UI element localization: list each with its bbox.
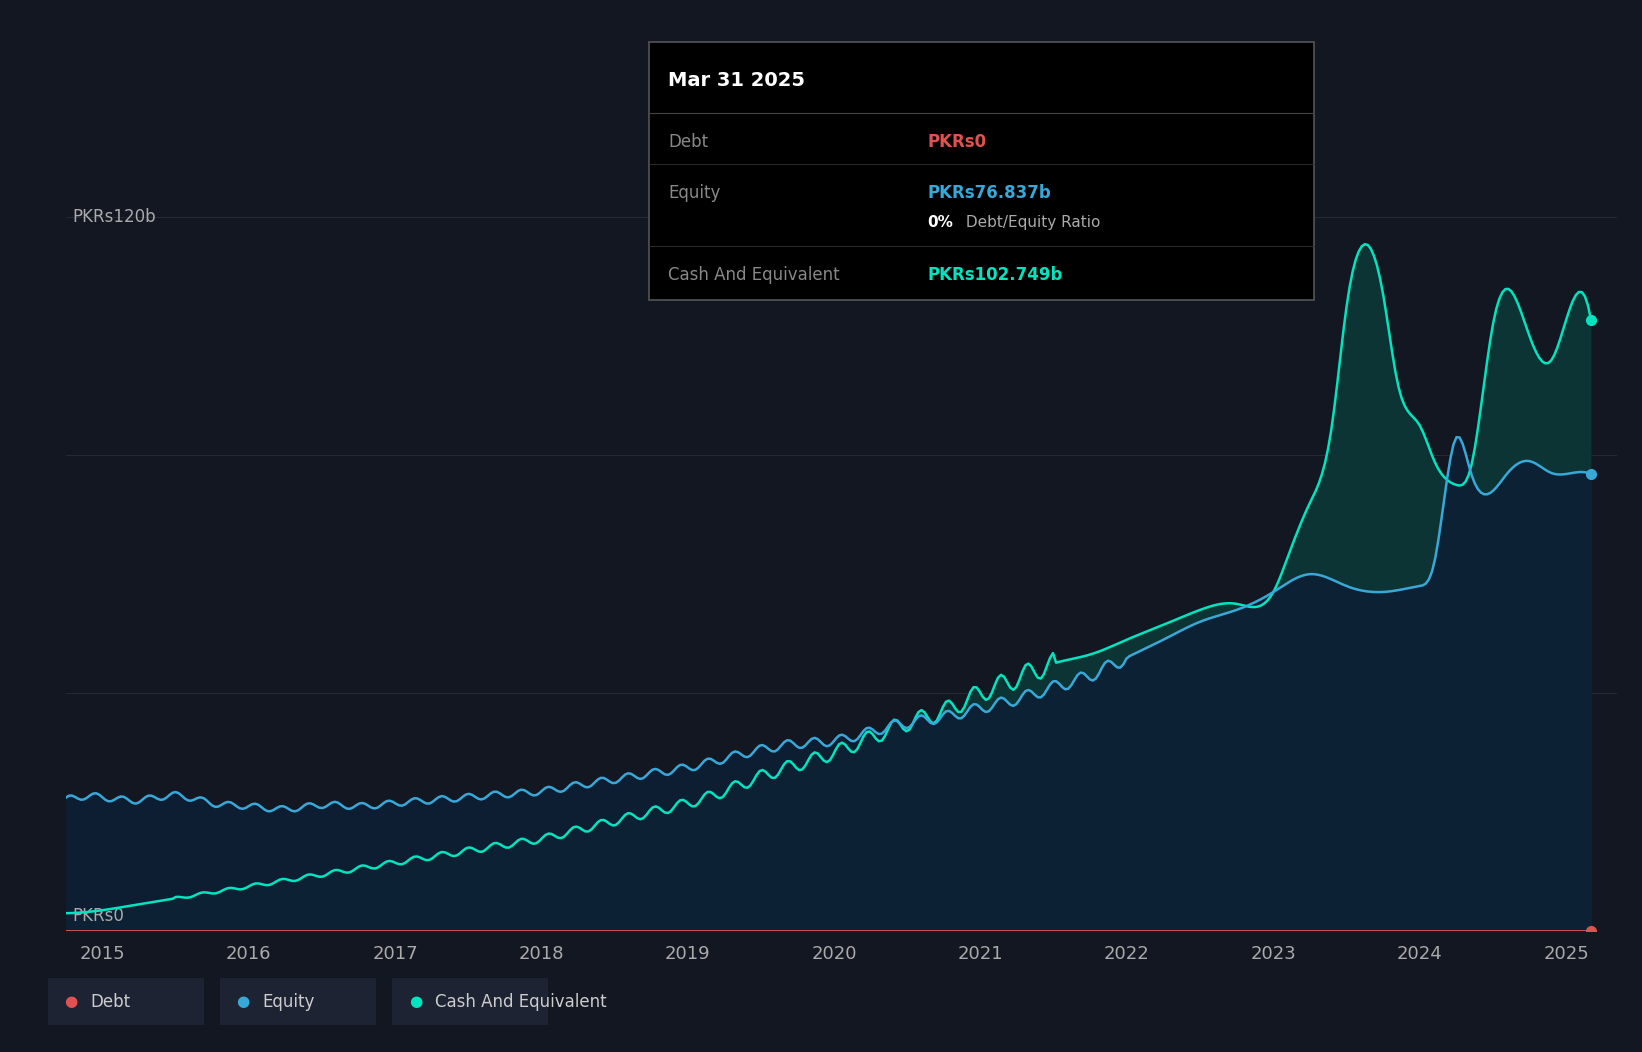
Text: PKRs0: PKRs0 (928, 134, 987, 151)
Text: PKRs102.749b: PKRs102.749b (928, 266, 1062, 284)
Text: PKRs76.837b: PKRs76.837b (928, 184, 1051, 202)
Text: PKRs0: PKRs0 (72, 908, 125, 926)
Text: Debt: Debt (90, 992, 130, 1011)
Text: ●: ● (236, 994, 250, 1009)
Text: Debt: Debt (668, 134, 708, 151)
Text: ●: ● (64, 994, 77, 1009)
Text: Equity: Equity (263, 992, 315, 1011)
Text: Mar 31 2025: Mar 31 2025 (668, 72, 805, 90)
Text: 0%: 0% (928, 216, 954, 230)
Text: PKRs120b: PKRs120b (72, 208, 156, 226)
Text: Cash And Equivalent: Cash And Equivalent (435, 992, 608, 1011)
Text: Cash And Equivalent: Cash And Equivalent (668, 266, 841, 284)
Text: Equity: Equity (668, 184, 721, 202)
Text: ●: ● (409, 994, 422, 1009)
Text: Debt/Equity Ratio: Debt/Equity Ratio (961, 216, 1100, 230)
